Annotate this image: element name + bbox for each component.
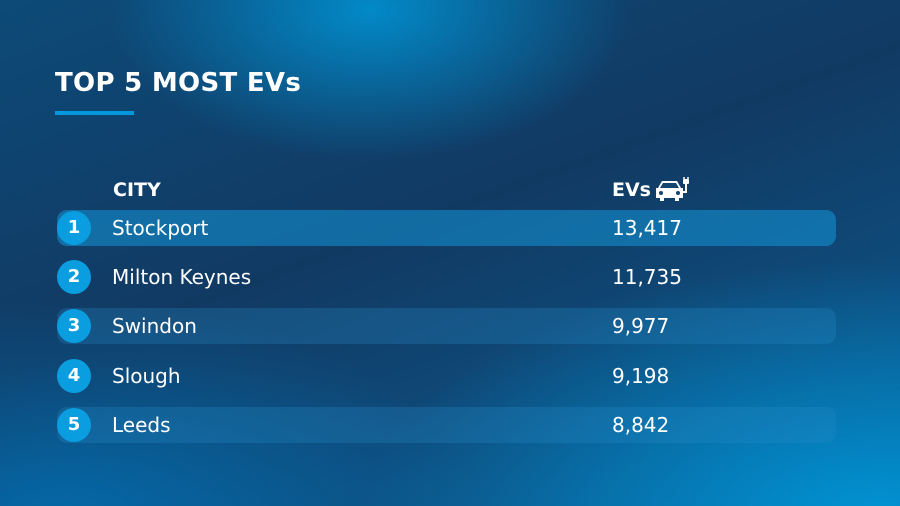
rank-badge: 4 (57, 359, 91, 393)
rank-badge: 1 (57, 211, 91, 245)
ev-count: 11,735 (612, 265, 682, 289)
city-name: Milton Keynes (112, 265, 252, 289)
ev-count: 13,417 (612, 216, 682, 240)
city-name: Slough (112, 364, 181, 388)
table-row: 1 Stockport 13,417 (57, 210, 836, 246)
rank-badge: 3 (57, 309, 91, 343)
ev-count: 8,842 (612, 413, 670, 437)
table-row: 3 Swindon 9,977 (57, 308, 836, 344)
title-underline (55, 111, 134, 115)
table-row: 4 Slough 9,198 (57, 358, 836, 394)
city-name: Swindon (112, 314, 197, 338)
table-row: 2 Milton Keynes 11,735 (57, 259, 836, 295)
title: TOP 5 MOST EVs (55, 68, 302, 98)
ev-count: 9,198 (612, 364, 670, 388)
ev-car-icon (656, 177, 689, 201)
city-name: Stockport (112, 216, 209, 240)
rank-badge: 5 (57, 408, 91, 442)
rank-badge: 2 (57, 260, 91, 294)
ev-count: 9,977 (612, 314, 670, 338)
table-row: 5 Leeds 8,842 (57, 407, 836, 443)
city-name: Leeds (112, 413, 171, 437)
column-header: CITY (113, 179, 161, 201)
column-header: EVs (612, 179, 651, 201)
